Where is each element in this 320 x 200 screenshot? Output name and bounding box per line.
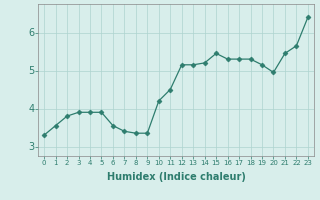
X-axis label: Humidex (Indice chaleur): Humidex (Indice chaleur) bbox=[107, 172, 245, 182]
